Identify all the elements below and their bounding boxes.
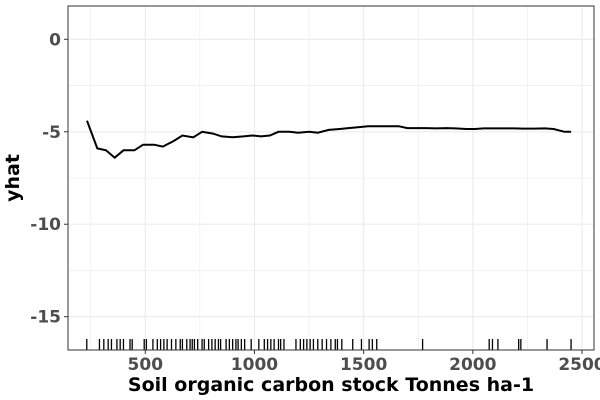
x-tick-label: 1500 xyxy=(340,355,387,375)
gridlines xyxy=(68,6,594,350)
panel-border xyxy=(67,5,595,351)
prediction-line xyxy=(86,120,572,160)
y-axis-title: yhat xyxy=(2,154,24,202)
y-tick-label: -5 xyxy=(42,123,61,143)
rug-marks xyxy=(86,339,572,350)
y-tick-label: -15 xyxy=(30,308,61,328)
x-axis: 500 1000 1500 2000 2500 xyxy=(128,350,600,375)
y-tick-label: -10 xyxy=(30,215,61,235)
y-tick-label: 0 xyxy=(49,30,61,50)
x-axis-title: Soil organic carbon stock Tonnes ha-1 xyxy=(128,374,534,396)
x-tick-label: 1000 xyxy=(231,355,278,375)
x-tick-label: 2000 xyxy=(449,355,496,375)
x-tick-label: 2500 xyxy=(558,355,600,375)
x-tick-label: 500 xyxy=(128,355,164,375)
y-axis: 0 -5 -10 -15 xyxy=(30,30,68,328)
